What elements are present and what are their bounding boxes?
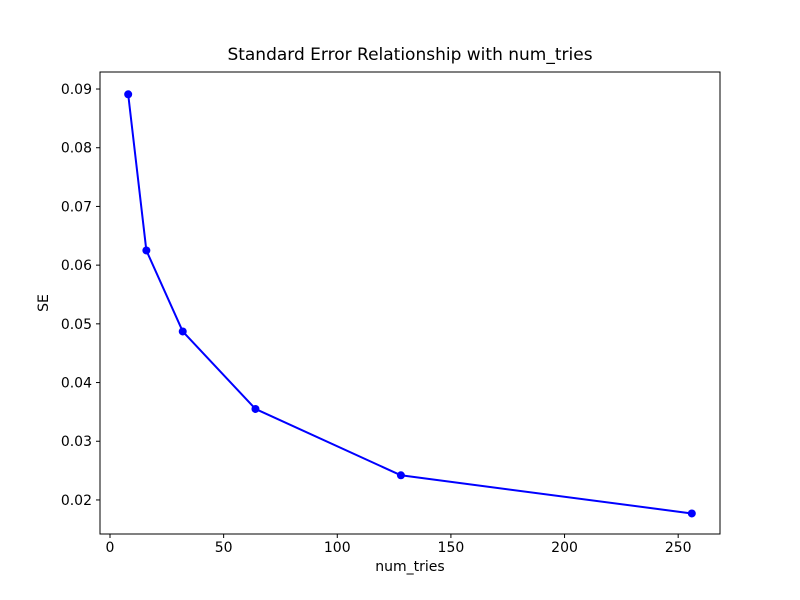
y-tick-label: 0.04 [61, 376, 92, 392]
y-tick-label: 0.07 [61, 199, 92, 215]
y-tick-label: 0.09 [61, 82, 92, 98]
data-point [251, 404, 260, 413]
x-tick-label: 0 [106, 540, 115, 556]
data-point [142, 246, 151, 255]
x-tick-label: 50 [215, 540, 233, 556]
data-line [127, 94, 692, 515]
x-tick-label: 100 [324, 540, 351, 556]
x-tick-label: 200 [551, 540, 578, 556]
x-axis-label: num_tries [375, 559, 445, 575]
y-axis-label: SE [36, 294, 52, 312]
chart-title: Standard Error Relationship with num_tri… [227, 45, 593, 65]
plot-border [99, 71, 721, 535]
y-tick-label: 0.02 [61, 493, 92, 509]
data-point [124, 90, 133, 99]
x-tick-label: 250 [665, 540, 692, 556]
data-point [396, 471, 405, 480]
x-tick-label: 150 [438, 540, 465, 556]
y-tick-label: 0.03 [61, 434, 92, 450]
data-point [178, 327, 187, 336]
data-point [687, 509, 696, 518]
y-tick-label: 0.06 [61, 258, 92, 274]
y-tick-label: 0.08 [61, 141, 92, 157]
y-tick-label: 0.05 [61, 317, 92, 333]
